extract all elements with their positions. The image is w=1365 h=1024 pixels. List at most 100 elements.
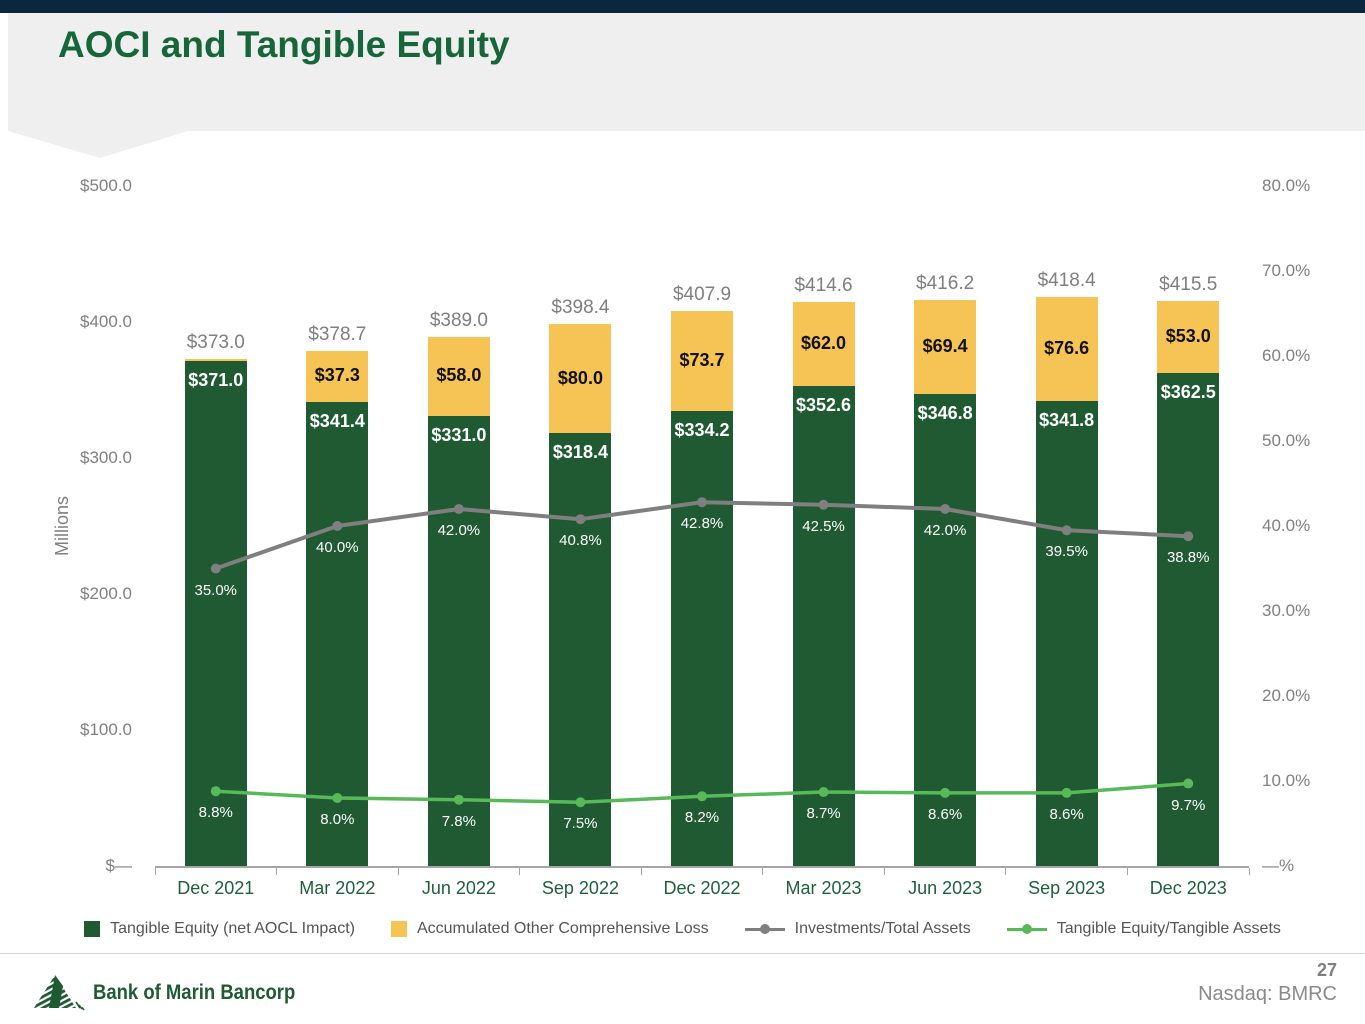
line-data-label: 42.8% — [680, 515, 724, 533]
left-axis-tick-label: $300.0 — [80, 448, 132, 467]
line-data-label: 8.6% — [1049, 805, 1084, 823]
yellow-square-swatch-icon — [390, 921, 407, 937]
x-axis-tick — [519, 868, 521, 875]
bar-segment-aocl — [549, 324, 612, 433]
bar-yellow-value-label: $80.0 — [557, 367, 603, 388]
bar-yellow-value-label: $62.0 — [801, 333, 847, 354]
x-axis-tick — [883, 868, 885, 875]
bar-segment-aocl — [427, 336, 490, 416]
bar-segment-aocl — [1035, 296, 1098, 402]
legend-label: Tangible Equity/Tangible Assets — [1056, 920, 1281, 937]
x-axis-category-label: Dec 2022 — [663, 878, 741, 898]
line-data-label: 9.7% — [1171, 796, 1206, 814]
bar-segment-aocl — [306, 350, 369, 402]
x-axis-category-label: Dec 2023 — [1149, 878, 1227, 898]
bar-total-label: $416.2 — [916, 272, 975, 294]
line-data-label: 7.5% — [563, 815, 598, 833]
bar-green-value-label: $341.8 — [1039, 410, 1095, 431]
legend-item-te-ta: Tangible Equity/Tangible Assets — [1006, 920, 1281, 938]
bar-segment-aocl — [1157, 300, 1220, 373]
right-axis-tick-label: 20.0% — [1262, 686, 1311, 705]
bar-yellow-value-label: $58.0 — [436, 365, 482, 386]
left-axis-tick-label: $— — [105, 856, 132, 875]
top-accent-bar — [0, 0, 1365, 13]
legend-label: Investments/Total Assets — [794, 920, 971, 937]
brand-name: Bank of Marin Bancorp — [93, 981, 296, 1004]
left-axis-tick-label: $500.0 — [80, 176, 132, 195]
bar-green-value-label: $362.5 — [1160, 382, 1216, 402]
line-data-label: 42.0% — [437, 522, 481, 539]
bar-green-value-label: $346.8 — [917, 403, 973, 424]
bar-segment-tangible-equity — [914, 394, 977, 866]
slide-title: AOCI and Tangible Equity — [58, 24, 510, 65]
x-axis-category-label: Dec 2021 — [177, 878, 255, 898]
chart-legend: Tangible Equity (net AOCL Impact) Accumu… — [0, 920, 1365, 938]
right-axis-tick-label: 30.0% — [1262, 601, 1311, 620]
legend-label: Tangible Equity (net AOCL Impact) — [110, 920, 355, 937]
bar-segment-tangible-equity — [184, 361, 247, 866]
left-axis-tick-label: $100.0 — [80, 720, 132, 739]
legend-item-tangible-equity: Tangible Equity (net AOCL Impact) — [84, 920, 355, 938]
x-axis-category-label: Jun 2023 — [908, 878, 983, 898]
bar-segment-tangible-equity — [792, 386, 855, 866]
bar-segment-aocl — [671, 311, 733, 412]
bar-yellow-value-label: $76.6 — [1044, 338, 1090, 359]
bar-green-value-label: $371.0 — [188, 370, 244, 391]
x-axis-tick — [397, 868, 399, 875]
bar-total-label: $407.9 — [672, 284, 732, 306]
bar-yellow-value-label: $37.3 — [314, 365, 360, 386]
right-axis-tick-label: 70.0% — [1262, 261, 1311, 280]
line-data-label: 8.2% — [684, 809, 720, 827]
footer-divider — [0, 953, 1365, 954]
right-axis-tick-label: 80.0% — [1262, 176, 1311, 195]
header-notch-arrow — [8, 131, 188, 158]
bar-green-value-label: $318.4 — [552, 441, 608, 462]
bar-total-label: $418.4 — [1037, 269, 1096, 291]
line-data-label: 40.8% — [559, 532, 602, 550]
nasdaq-ticker: Nasdaq: BMRC — [1198, 983, 1337, 1005]
x-axis-tick — [640, 868, 642, 875]
bar-segment-tangible-equity — [306, 401, 369, 866]
x-axis-tick — [1126, 868, 1128, 875]
right-axis-tick-label: 10.0% — [1262, 771, 1311, 790]
bar-total-label: $373.0 — [186, 331, 245, 353]
right-axis-tick-label: —% — [1262, 856, 1295, 875]
line-data-label: 8.6% — [928, 805, 963, 823]
green-line-marker-icon — [1006, 923, 1047, 935]
bar-total-label: $415.5 — [1159, 273, 1218, 295]
x-axis-category-label: Mar 2022 — [299, 878, 376, 898]
bar-segment-aocl — [914, 299, 977, 395]
line-data-label: 39.5% — [1045, 543, 1088, 561]
right-axis-tick-label: 60.0% — [1262, 346, 1311, 365]
line-data-label: 35.0% — [194, 581, 238, 599]
line-data-label: 8.0% — [320, 811, 355, 828]
bar-total-label: $414.6 — [794, 275, 853, 297]
x-axis-tick — [762, 868, 764, 875]
x-axis-line — [155, 866, 1249, 868]
bar-segment-tangible-equity — [549, 432, 612, 866]
mountain-hatch-logo-icon — [34, 975, 85, 1011]
bar-yellow-value-label: $53.0 — [1165, 325, 1211, 346]
left-axis-tick-label: $200.0 — [80, 584, 132, 603]
x-axis-category-label: Sep 2022 — [541, 878, 619, 898]
bar-total-label: $389.0 — [429, 309, 488, 331]
left-axis-tick-label: $400.0 — [80, 312, 132, 331]
bar-total-label: $378.7 — [308, 323, 367, 345]
legend-label: Accumulated Other Comprehensive Loss — [416, 920, 709, 937]
x-axis-category-label: Sep 2023 — [1028, 878, 1106, 898]
bar-yellow-value-label: $69.4 — [922, 336, 968, 357]
bar-segment-aocl — [184, 358, 247, 362]
line-data-label: 42.5% — [802, 517, 845, 535]
legend-item-aocl: Accumulated Other Comprehensive Loss — [390, 920, 709, 938]
right-axis-tick-label: 50.0% — [1262, 431, 1311, 450]
bank-of-marin-logo: Bank of Marin Bancorp — [33, 972, 323, 1014]
x-axis-category-label: Jun 2022 — [421, 878, 496, 898]
bar-green-value-label: $331.0 — [431, 424, 487, 445]
line-data-label: 40.0% — [316, 539, 359, 556]
x-axis-tick — [276, 868, 278, 875]
x-axis-tick — [1005, 868, 1007, 875]
gray-line-marker-icon — [744, 923, 785, 935]
